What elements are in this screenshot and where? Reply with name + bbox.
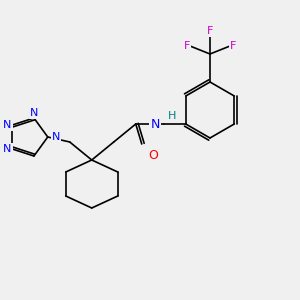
- Text: F: F: [207, 26, 213, 36]
- Text: N: N: [150, 118, 160, 130]
- Text: N: N: [52, 132, 60, 142]
- Text: H: H: [168, 111, 176, 121]
- Text: N: N: [3, 120, 12, 130]
- Text: N: N: [3, 144, 12, 154]
- Text: N: N: [30, 108, 38, 118]
- Text: F: F: [230, 41, 236, 51]
- Text: F: F: [184, 41, 190, 51]
- Text: O: O: [148, 149, 158, 162]
